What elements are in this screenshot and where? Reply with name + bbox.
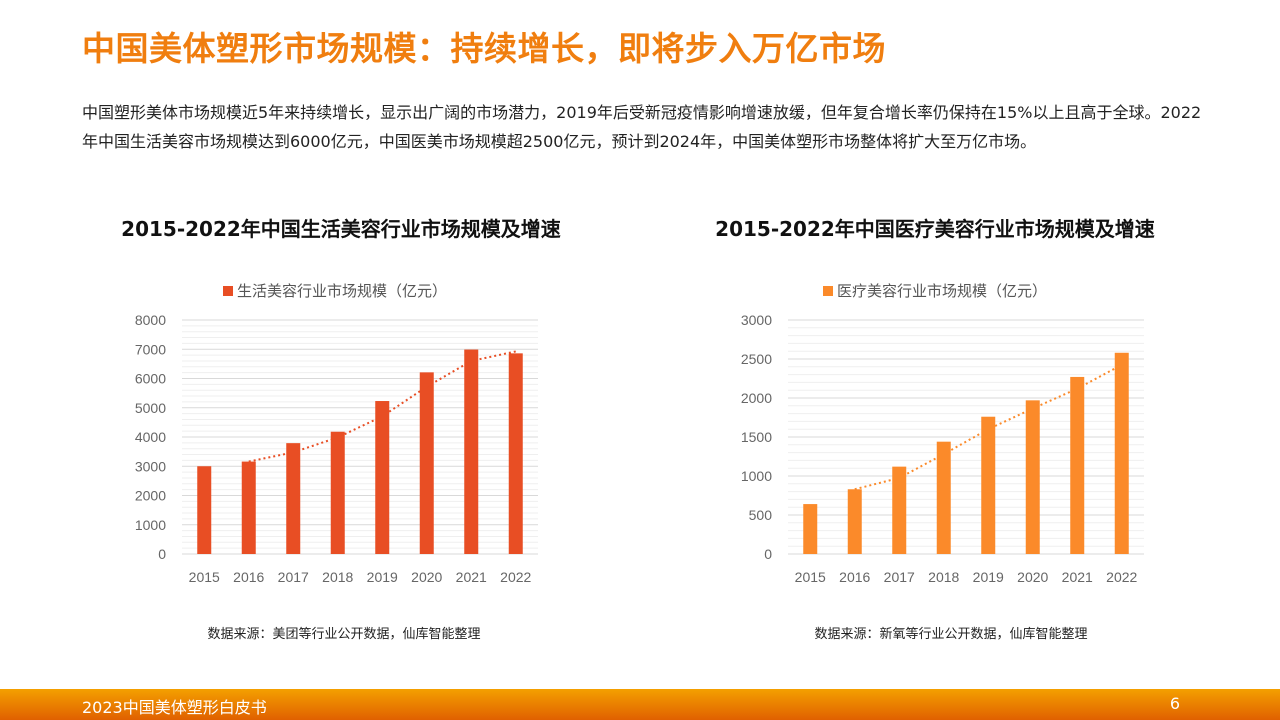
bar-2018: [936, 441, 951, 554]
intro-text: 中国塑形美体市场规模近5年来持续增长，显示出广阔的市场潜力，2019年后受新冠疫…: [82, 103, 1202, 151]
y-tick-label: 2000: [135, 488, 166, 504]
x-tick-label: 2017: [278, 569, 309, 585]
y-tick-label: 3000: [741, 312, 772, 328]
chart-life-beauty: 0 1000 2000 3000 4000 5000 6000 7000 8000 2015 201…: [135, 312, 538, 585]
x-tick-label: 2017: [884, 569, 915, 585]
bar-2021: [1070, 376, 1085, 554]
x-tick-label: 2016: [233, 569, 264, 585]
bar-2015: [197, 466, 212, 554]
x-tick-label: 2018: [928, 569, 959, 585]
y-tick-label: 3000: [135, 458, 166, 474]
bar-2016: [847, 489, 862, 554]
bar-2022: [1114, 352, 1129, 554]
x-tick-label: 2016: [839, 569, 870, 585]
page-number: 6: [1169, 694, 1180, 713]
legend-life-beauty: 生活美容行业市场规模（亿元）: [135, 280, 535, 301]
x-tick-label: 2020: [411, 569, 442, 585]
trendline: [248, 350, 516, 463]
x-tick-label: 2019: [367, 569, 398, 585]
bar-2018: [330, 431, 345, 554]
y-tick-label: 500: [749, 507, 773, 523]
y-tick-label: 6000: [135, 371, 166, 387]
chart-title-medical-beauty: 2015-2022年中国医疗美容行业市场规模及增速: [715, 217, 1155, 241]
y-tick-label: 7000: [135, 341, 166, 357]
y-tick-label: 1500: [741, 429, 772, 445]
legend-label: 生活美容行业市场规模（亿元）: [236, 282, 447, 300]
footer-bar: 2023中国美体塑形白皮书 6: [0, 689, 1280, 720]
legend-swatch: [822, 285, 833, 296]
x-tick-label: 2019: [973, 569, 1004, 585]
x-tick-label: 2021: [456, 569, 487, 585]
bar-2020: [419, 372, 434, 554]
source-life-beauty: 数据来源：美团等行业公开数据，仙库智能整理: [207, 627, 481, 642]
x-tick-label: 2018: [322, 569, 353, 585]
bar-2022: [508, 353, 523, 554]
bar-2019: [375, 401, 390, 554]
footer-doc-title: 2023中国美体塑形白皮书: [82, 698, 267, 717]
y-tick-label: 8000: [135, 312, 166, 328]
page-title: 中国美体塑形市场规模：持续增长，即将步入万亿市场: [82, 29, 886, 68]
chart-medical-beauty: 0 500 1000 1500 2000 2500 3000 2015 2016 2017 2018…: [741, 312, 1144, 585]
y-tick-label: 1000: [135, 517, 166, 533]
chart-title-life-beauty: 2015-2022年中国生活美容行业市场规模及增速: [121, 217, 561, 241]
y-tick-label: 2500: [741, 351, 772, 367]
bar-2019: [981, 416, 996, 554]
x-tick-label: 2021: [1062, 569, 1093, 585]
y-tick-label: 1000: [741, 468, 772, 484]
y-tick-label: 0: [158, 546, 166, 562]
x-tick-label: 2015: [795, 569, 826, 585]
legend-swatch: [222, 285, 233, 296]
bar-2016: [241, 461, 256, 554]
y-tick-label: 0: [764, 546, 772, 562]
trendline: [854, 363, 1123, 491]
x-tick-label: 2020: [1017, 569, 1048, 585]
y-tick-label: 4000: [135, 429, 166, 445]
source-medical-beauty: 数据来源：新氧等行业公开数据，仙库智能整理: [814, 627, 1088, 642]
bar-2020: [1025, 400, 1040, 554]
bar-2021: [464, 349, 479, 554]
legend-label: 医疗美容行业市场规模（亿元）: [836, 282, 1047, 300]
bar-2017: [286, 443, 301, 554]
bar-2015: [803, 504, 818, 554]
legend-medical-beauty: 医疗美容行业市场规模（亿元）: [735, 280, 1135, 301]
x-tick-label: 2015: [189, 569, 220, 585]
bar-2017: [892, 466, 907, 554]
y-tick-label: 5000: [135, 400, 166, 416]
x-tick-label: 2022: [1106, 569, 1137, 585]
x-tick-label: 2022: [500, 569, 531, 585]
y-tick-label: 2000: [741, 390, 772, 406]
